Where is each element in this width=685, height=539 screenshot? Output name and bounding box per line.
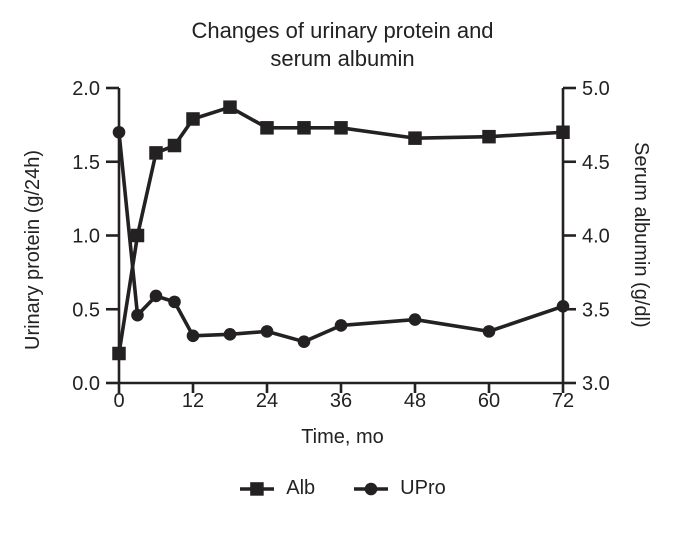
alb-marker bbox=[297, 121, 311, 135]
legend-item-alb: Alb bbox=[239, 477, 315, 500]
chart-title-line1: Changes of urinary protein and bbox=[191, 18, 494, 43]
y-right-tick-label: 4.0 bbox=[582, 226, 610, 248]
y-left-tick-label: 0.5 bbox=[72, 299, 100, 321]
upro-marker bbox=[112, 125, 126, 139]
chart-title-line2: serum albumin bbox=[270, 46, 415, 71]
upro-marker bbox=[131, 308, 144, 322]
upro-marker bbox=[556, 300, 570, 313]
alb-marker bbox=[112, 346, 126, 361]
x-tick-label: 60 bbox=[478, 390, 500, 412]
x-axis-label: Time, mo bbox=[301, 426, 384, 448]
upro-marker bbox=[223, 328, 237, 341]
y-right-tick-label: 3.0 bbox=[582, 373, 610, 395]
x-tick-label: 24 bbox=[256, 390, 278, 412]
alb-marker bbox=[334, 121, 348, 135]
legend-item-upro: UPro bbox=[353, 477, 446, 500]
alb-marker bbox=[186, 112, 200, 126]
alb-marker bbox=[130, 228, 145, 243]
upro-marker bbox=[408, 313, 422, 326]
y-right-tick-label: 4.5 bbox=[582, 152, 610, 174]
y-right-tick-label: 5.0 bbox=[582, 78, 610, 100]
upro-marker bbox=[334, 319, 348, 332]
alb-marker bbox=[408, 131, 422, 145]
x-tick-label: 48 bbox=[404, 390, 426, 412]
x-tick-label: 36 bbox=[330, 390, 352, 412]
y-left-tick-label: 1.0 bbox=[72, 226, 100, 248]
circle-marker-icon bbox=[354, 482, 389, 495]
y-right-tick-label: 3.5 bbox=[582, 299, 610, 321]
alb-marker bbox=[149, 146, 163, 160]
y-left-tick-label: 0.0 bbox=[72, 373, 100, 395]
legend-label-alb: Alb bbox=[286, 477, 316, 499]
legend-label-upro: UPro bbox=[400, 477, 446, 499]
y-left-tick-label: 1.5 bbox=[72, 152, 100, 174]
upro-marker bbox=[168, 295, 181, 309]
y-axis-right-label: Serum albumin (g/dl) bbox=[630, 142, 652, 328]
alb-marker bbox=[167, 138, 182, 153]
y-left-tick-label: 2.0 bbox=[72, 78, 100, 100]
upro-marker bbox=[297, 335, 311, 349]
legend: Alb UPro bbox=[0, 477, 685, 500]
x-tick-label: 12 bbox=[182, 390, 204, 412]
chart-title: Changes of urinary protein and serum alb… bbox=[0, 17, 685, 73]
upro-marker bbox=[149, 289, 163, 303]
upro-marker bbox=[186, 329, 200, 343]
upro-marker bbox=[260, 325, 274, 338]
alb-marker bbox=[260, 121, 274, 135]
alb-marker bbox=[556, 125, 570, 139]
x-tick-label: 72 bbox=[552, 390, 574, 412]
alb-series-line bbox=[117, 105, 564, 354]
square-marker-icon bbox=[240, 481, 275, 496]
upro-marker bbox=[482, 325, 496, 338]
alb-marker bbox=[482, 129, 496, 144]
alb-marker bbox=[223, 100, 237, 114]
x-tick-label: 0 bbox=[113, 390, 124, 412]
upro-series-line bbox=[117, 132, 564, 344]
